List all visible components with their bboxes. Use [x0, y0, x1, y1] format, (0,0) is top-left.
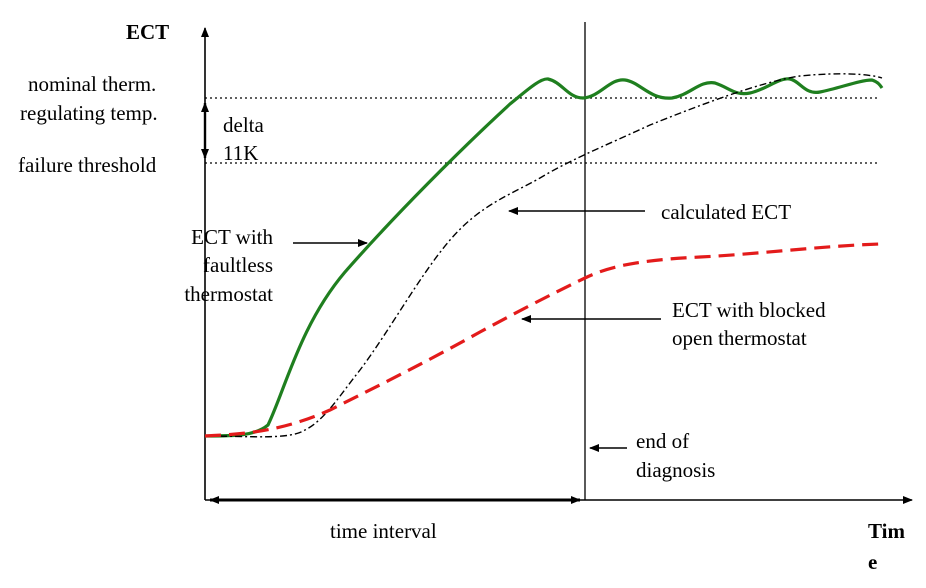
y-axis-label: ECT	[126, 20, 169, 44]
delta-label-line1: delta	[223, 113, 264, 137]
nominal-temp-label-line1: nominal therm.	[28, 72, 156, 96]
calculated-ect-curve	[204, 73, 883, 438]
nominal-temp-label-line2: regulating temp.	[20, 101, 158, 125]
end-of-diagnosis-label-line2: diagnosis	[636, 458, 715, 482]
faultless-label-line3: thermostat	[184, 282, 273, 306]
failure-threshold-label: failure threshold	[18, 153, 157, 177]
faultless-ect-curve	[204, 77, 884, 438]
delta-label-line2: 11K	[223, 141, 258, 165]
time-interval-label: time interval	[330, 519, 437, 543]
faultless-label-line1: ECT with	[191, 225, 273, 249]
blocked-label-line2: open thermostat	[672, 326, 807, 350]
calculated-ect-label: calculated ECT	[661, 200, 791, 224]
faultless-label-line2: faultless	[203, 253, 273, 277]
end-of-diagnosis-label-line1: end of	[636, 429, 689, 453]
x-axis-label-line1: Tim	[868, 519, 905, 543]
x-axis-label-line2: e	[868, 550, 877, 574]
blocked-ect-curve	[204, 242, 881, 438]
blocked-label-line1: ECT with blocked	[672, 298, 826, 322]
